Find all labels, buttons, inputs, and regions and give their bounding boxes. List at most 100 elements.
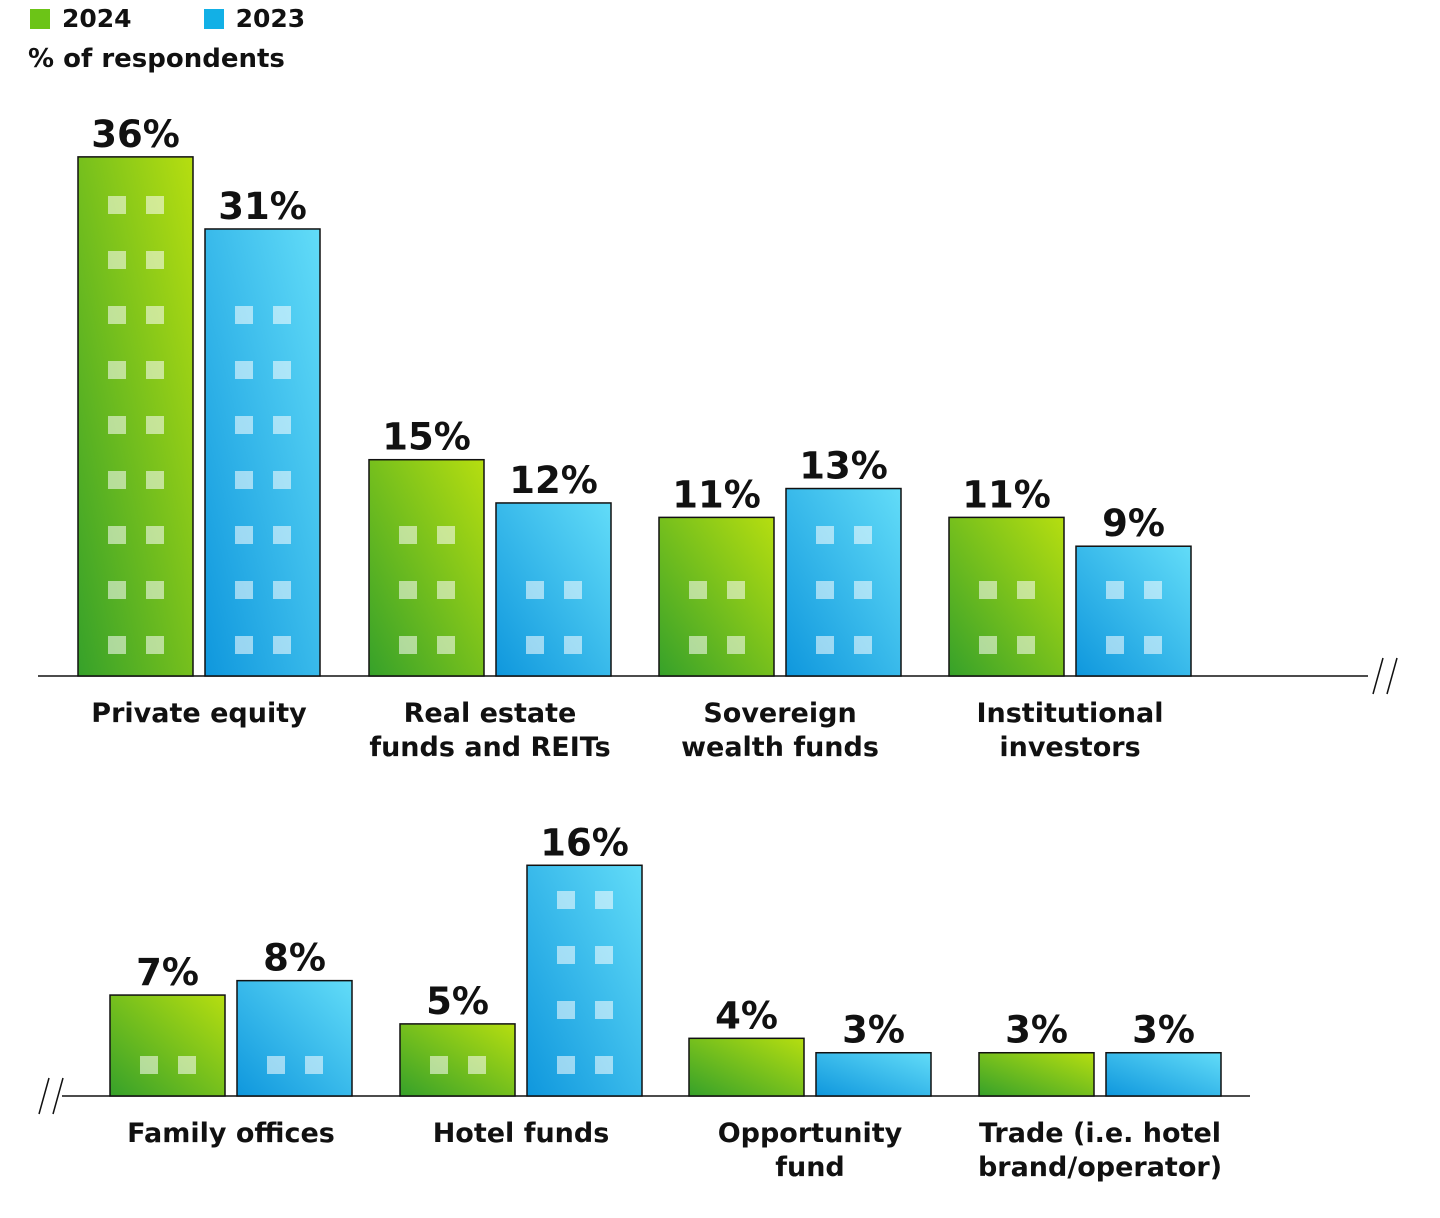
- bar-window: [273, 416, 291, 434]
- bar-window: [727, 581, 745, 599]
- bar-window: [595, 1056, 613, 1074]
- bar-window: [437, 636, 455, 654]
- value-label-sovereign-wealth-funds-2023: 13%: [799, 445, 888, 488]
- category-label-institutional-investors: Institutional: [976, 698, 1163, 729]
- bar-window: [816, 636, 834, 654]
- value-label-family-offices-2024: 7%: [136, 951, 199, 994]
- bar-window: [816, 526, 834, 544]
- bar-window: [146, 581, 164, 599]
- legend-swatch-2024: [30, 8, 50, 29]
- bar-window: [267, 1056, 285, 1074]
- bar-opportunity-fund-2024: [688, 1037, 805, 1097]
- bar-institutional-investors-2023: [1075, 545, 1192, 677]
- bar-window: [854, 636, 872, 654]
- bar-window: [1144, 636, 1162, 654]
- bar-window: [595, 891, 613, 909]
- bar-window: [146, 471, 164, 489]
- bar-window: [595, 1001, 613, 1019]
- bar-window: [235, 526, 253, 544]
- value-label-institutional-investors-2024: 11%: [962, 473, 1051, 516]
- bar-window: [146, 306, 164, 324]
- bar-window: [235, 636, 253, 654]
- bar-window: [468, 1056, 486, 1074]
- bar-window: [146, 361, 164, 379]
- bar-window: [108, 636, 126, 654]
- bar-window: [140, 1056, 158, 1074]
- bar-sovereign-wealth-funds-2024: [658, 516, 775, 677]
- bar-institutional-investors-2024: [948, 516, 1065, 677]
- bar-window: [146, 196, 164, 214]
- axis-break-mark: [38, 1077, 50, 1115]
- bar-window: [557, 891, 575, 909]
- bar-window: [235, 581, 253, 599]
- bar-window: [979, 636, 997, 654]
- bar-window: [235, 416, 253, 434]
- bar-window: [235, 306, 253, 324]
- chart-subtitle: % of respondents: [28, 44, 285, 74]
- bar-window: [816, 581, 834, 599]
- value-label-family-offices-2023: 8%: [263, 937, 326, 980]
- bar-window: [854, 581, 872, 599]
- legend: 2024 2023: [30, 4, 367, 33]
- category-label-trade-i-e-hotel-brand-operator: Trade (i.e. hotel: [979, 1118, 1221, 1149]
- value-label-trade-i-e-hotel-brand-operator-2024: 3%: [1005, 1009, 1068, 1052]
- bar-window: [108, 471, 126, 489]
- bar-real-estate-funds-and-reits-2024: [368, 458, 485, 677]
- legend-item-2023: 2023: [203, 4, 306, 33]
- bar-window: [399, 581, 417, 599]
- bar-window: [1017, 581, 1035, 599]
- bar-family-offices-2024: [109, 994, 226, 1097]
- bar-window: [146, 251, 164, 269]
- bar-window: [146, 636, 164, 654]
- bar-window: [526, 581, 544, 599]
- value-label-private-equity-2024: 36%: [91, 113, 180, 156]
- category-label-sovereign-wealth-funds: wealth funds: [681, 732, 879, 763]
- value-label-opportunity-fund-2024: 4%: [715, 994, 778, 1037]
- bar-trade-i-e-hotel-brand-operator-2023: [1105, 1051, 1222, 1097]
- value-label-real-estate-funds-and-reits-2023: 12%: [509, 459, 598, 502]
- bar-window: [273, 361, 291, 379]
- category-label-opportunity-fund: fund: [775, 1152, 845, 1183]
- value-label-hotel-funds-2024: 5%: [426, 980, 489, 1023]
- bar-sovereign-wealth-funds-2023: [785, 487, 902, 677]
- bar-window: [854, 526, 872, 544]
- bar-window: [595, 946, 613, 964]
- bar-window: [273, 306, 291, 324]
- axis-break-mark: [1372, 657, 1384, 695]
- bar-window: [1106, 581, 1124, 599]
- value-label-opportunity-fund-2023: 3%: [842, 1009, 905, 1052]
- bar-window: [235, 471, 253, 489]
- bar-window: [557, 1056, 575, 1074]
- bar-window: [437, 581, 455, 599]
- bar-window: [727, 636, 745, 654]
- bar-window: [108, 581, 126, 599]
- bar-window: [178, 1056, 196, 1074]
- category-label-institutional-investors: investors: [999, 732, 1140, 763]
- bar-window: [689, 636, 707, 654]
- value-label-institutional-investors-2023: 9%: [1102, 502, 1165, 545]
- bar-window: [108, 526, 126, 544]
- category-label-opportunity-fund: Opportunity: [718, 1118, 903, 1149]
- bar-window: [1017, 636, 1035, 654]
- value-label-sovereign-wealth-funds-2024: 11%: [672, 473, 761, 516]
- bar-window: [399, 526, 417, 544]
- bar-window: [273, 526, 291, 544]
- bar-window: [437, 526, 455, 544]
- bar-trade-i-e-hotel-brand-operator-2024: [978, 1051, 1095, 1097]
- bar-window: [235, 361, 253, 379]
- bar-window: [399, 636, 417, 654]
- legend-label-2023: 2023: [235, 4, 306, 33]
- bar-hotel-funds-2024: [399, 1023, 516, 1097]
- bar-window: [1144, 581, 1162, 599]
- bar-real-estate-funds-and-reits-2023: [495, 502, 612, 677]
- bar-private-equity-2024: [77, 156, 194, 677]
- bar-window: [108, 361, 126, 379]
- axis-break-mark: [1386, 657, 1398, 695]
- bar-family-offices-2023: [236, 979, 353, 1097]
- bar-window: [273, 636, 291, 654]
- category-label-hotel-funds: Hotel funds: [433, 1118, 610, 1149]
- value-label-hotel-funds-2023: 16%: [540, 821, 629, 864]
- value-label-private-equity-2023: 31%: [218, 185, 307, 228]
- bar-window: [1106, 636, 1124, 654]
- bar-window: [526, 636, 544, 654]
